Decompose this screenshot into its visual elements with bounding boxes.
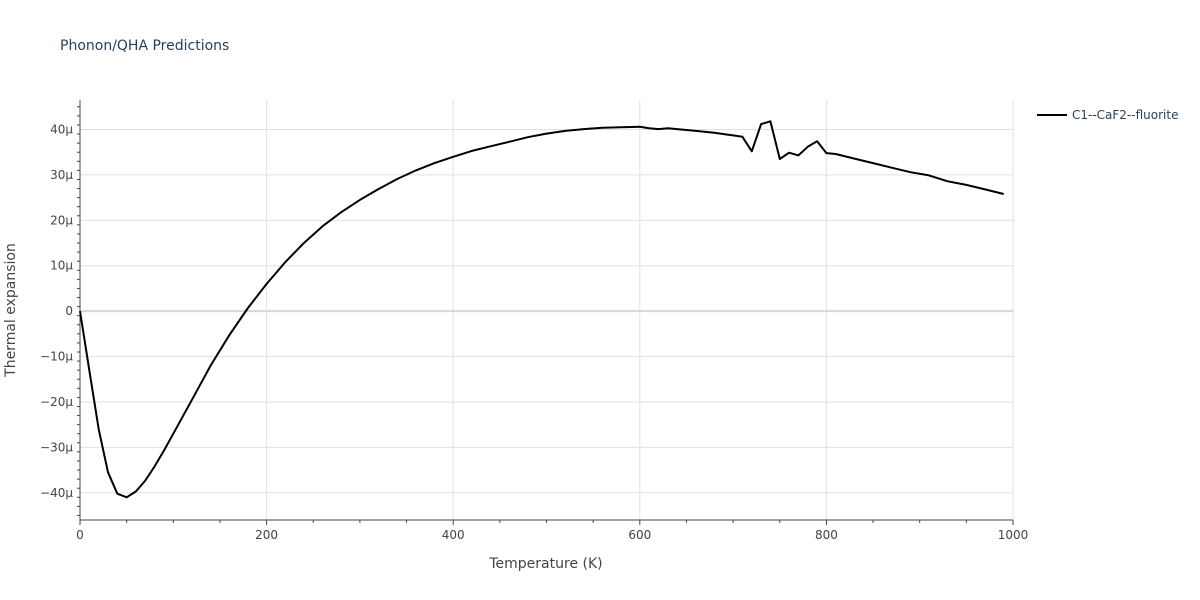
y-tick-label: 10μ — [50, 259, 73, 273]
legend-item-label: C1--CaF2--fluorite — [1072, 108, 1178, 122]
series-layer — [79, 120, 1004, 499]
y-tick-label: 40μ — [50, 123, 73, 137]
y-tick-label: −40μ — [40, 486, 73, 500]
y-tick-label: 20μ — [50, 213, 73, 227]
x-tick-label: 400 — [442, 528, 465, 542]
y-tick-label: −10μ — [40, 350, 73, 364]
chart-title: Phonon/QHA Predictions — [60, 38, 229, 54]
x-tick-label: 600 — [628, 528, 651, 542]
y-tick-label: 0 — [65, 304, 73, 318]
y-tick-label: −20μ — [40, 395, 73, 409]
x-axis-ticks: 0 200 400 600 800 1000 — [76, 520, 1028, 542]
legend[interactable]: C1--CaF2--fluorite — [1037, 108, 1178, 122]
x-tick-label: 200 — [255, 528, 278, 542]
x-axis-title: Temperature (K) — [488, 556, 602, 572]
y-axis-ticks: −40μ −30μ −20μ −10μ 0 10μ 20μ 30μ 40μ — [40, 106, 80, 516]
y-axis-title: Thermal expansion — [3, 243, 19, 378]
x-tick-label: 800 — [815, 528, 838, 542]
x-tick-label: 1000 — [998, 528, 1029, 542]
gridlines — [80, 100, 1014, 520]
y-tick-label: −30μ — [40, 440, 73, 454]
y-tick-label: 30μ — [50, 168, 73, 182]
x-tick-label: 0 — [76, 528, 84, 542]
series-line — [79, 120, 1004, 499]
